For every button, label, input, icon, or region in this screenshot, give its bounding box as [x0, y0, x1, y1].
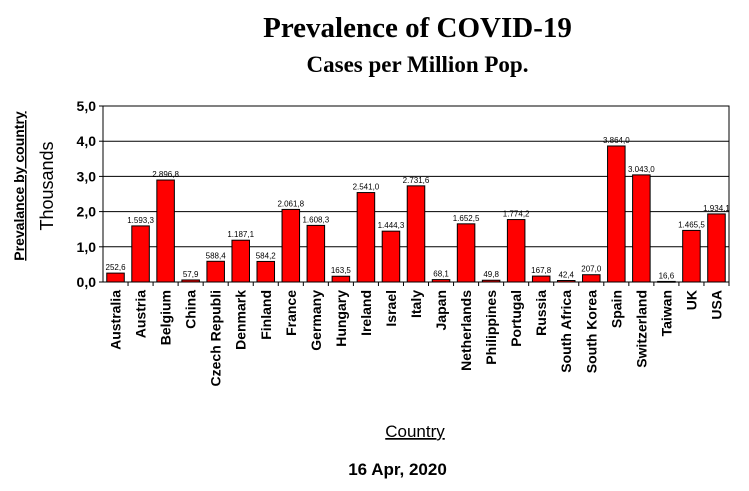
x-tick-label: Germany	[308, 290, 324, 351]
data-label: 1.774,2	[503, 210, 530, 219]
x-tick-label: Philippines	[483, 290, 499, 365]
data-label: 584,2	[256, 251, 277, 260]
bar	[582, 274, 601, 283]
data-label: 1.465,5	[678, 220, 705, 229]
bar	[156, 179, 175, 283]
x-tick-label: Australia	[108, 290, 124, 350]
bar	[607, 145, 626, 283]
data-label: 1.608,3	[302, 215, 329, 224]
y-tick-labels: 0,0 1,0 2,0 3,0 4,0 5,0	[77, 98, 97, 290]
data-label: 1.934,1	[703, 204, 730, 213]
y-tick-label: 4,0	[77, 133, 97, 149]
bar	[131, 225, 150, 283]
bar	[682, 229, 701, 283]
data-label: 2.061,8	[277, 199, 304, 208]
x-tick-label: Switzerland	[633, 290, 649, 368]
bar	[506, 219, 526, 283]
bar	[206, 260, 225, 283]
bar	[456, 223, 476, 283]
x-axis-label: Country	[385, 422, 445, 441]
x-tick-label: France	[283, 290, 299, 336]
plot-frame	[102, 105, 730, 283]
y-tick-label: 2,0	[77, 204, 97, 220]
x-tick-label: Israel	[383, 290, 399, 327]
bar	[281, 208, 301, 283]
x-tick-label: Taiwan	[658, 290, 674, 336]
x-tick-label: Italy	[408, 290, 424, 318]
x-tick-label: South Korea	[583, 290, 599, 373]
data-label: 1.444,3	[378, 221, 405, 230]
x-tick-label: South Africa	[558, 290, 574, 373]
x-tick-label: Spain	[608, 290, 624, 328]
x-tick-label: Netherlands	[458, 290, 474, 371]
data-label: 3.864,0	[603, 136, 630, 145]
y-tick-label: 1,0	[77, 239, 97, 255]
bar	[331, 275, 351, 283]
bar	[106, 272, 125, 283]
data-label: 42,4	[558, 271, 574, 280]
data-label: 1.593,3	[127, 216, 154, 225]
x-tick-label: Czech Republi	[208, 290, 224, 386]
data-label: 1.187,1	[227, 230, 254, 239]
x-tick-label: Russia	[533, 290, 549, 336]
bar	[381, 230, 401, 283]
bar	[531, 275, 551, 283]
data-label: 252,6	[106, 263, 127, 272]
x-tick-label: USA	[708, 290, 724, 320]
bar	[356, 192, 376, 283]
y-axis-unit: Thousands	[37, 141, 57, 230]
x-tick-label: Belgium	[158, 290, 174, 345]
data-label: 2.896,8	[152, 170, 179, 179]
y-tick-label: 5,0	[77, 98, 97, 114]
data-label: 2.731,6	[403, 176, 430, 185]
chart-date: 16 Apr, 2020	[348, 460, 447, 479]
axes	[99, 105, 730, 286]
data-label: 2.541,0	[353, 183, 380, 192]
data-label: 1.652,5	[453, 214, 480, 223]
data-label: 207,0	[581, 265, 602, 274]
bar	[707, 213, 726, 283]
bar	[632, 174, 651, 283]
bar	[406, 185, 426, 283]
data-label: 49,8	[483, 270, 499, 279]
x-tick-label: Finland	[258, 290, 274, 340]
chart-title: Prevalence of COVID-19	[263, 12, 572, 44]
x-tick-label: Portugal	[508, 290, 524, 347]
y-tick-label: 0,0	[77, 274, 97, 290]
x-tick-label: China	[183, 290, 199, 329]
y-tick-label: 3,0	[77, 168, 97, 184]
data-labels: 252,6 1.593,3 2.896,8 57,9 588,4 1.187,1 584,2…	[106, 136, 731, 280]
bar	[231, 239, 250, 283]
x-tick-label: Ireland	[358, 290, 374, 336]
data-label: 167,8	[531, 266, 552, 275]
data-label: 68,1	[433, 270, 449, 279]
x-tick-label: UK	[683, 290, 699, 310]
x-tick-label: Japan	[433, 290, 449, 330]
chart-subtitle: Cases per Million Pop.	[306, 52, 529, 77]
data-label: 588,4	[206, 251, 227, 260]
bar	[306, 224, 326, 283]
x-tick-labels: Australia Austria Belgium China Czech Republ…	[108, 290, 725, 387]
y-axis-label: Prevalance by country	[11, 111, 27, 261]
bars	[106, 145, 726, 283]
x-tick-label: Denmark	[233, 290, 249, 350]
data-label: 57,9	[183, 270, 199, 279]
data-label: 3.043,0	[628, 165, 655, 174]
bar	[256, 260, 276, 283]
x-tick-label: Hungary	[333, 290, 349, 347]
data-label: 163,5	[331, 266, 352, 275]
x-tick-label: Austria	[133, 290, 149, 338]
data-label: 16,6	[659, 271, 675, 280]
